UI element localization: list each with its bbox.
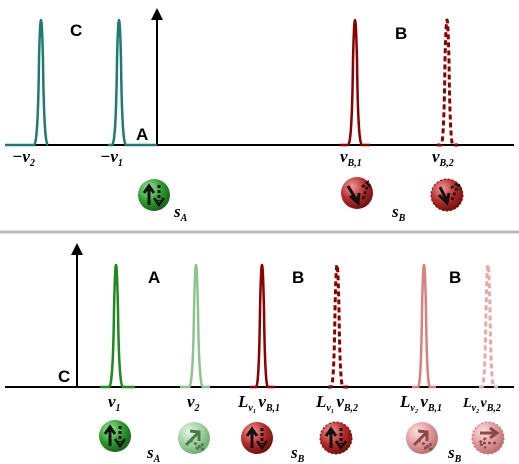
bottom-label-c: C [58,367,70,386]
bottom-label-a: A [148,268,160,287]
bottom-label-b1: B [292,268,304,287]
spin-sphere-l2-b1 [406,422,438,454]
peak-l2-nu-b1 [412,263,436,389]
peak-nu2 [180,263,210,389]
bottom-spin-label-a: sA [146,443,161,464]
tick-nu-b2: νB,2 [432,147,454,169]
peak-minus-nu1 [108,18,157,147]
spin-sphere-l1-b2 [319,421,353,455]
spin-sphere-b1 [341,177,373,209]
tick-nu2: ν2 [187,392,200,414]
peak-l1-nu-b1 [250,263,275,389]
tick-l1-nu-b2: Lν₁ νB,2 [315,392,358,414]
spin-sphere-l2-b2 [471,421,505,455]
spin-sphere-b2 [430,178,464,212]
bottom-spin-label-b1: sB [290,443,305,464]
bottom-spin-label-b2: sB [447,443,462,464]
tick-l1-nu-b1: Lν₁ νB,1 [237,392,280,414]
top-label-b: B [395,24,407,43]
bottom-panel: C A B B ν1 ν2 Lν₁ νB,1 Lν₁ νB,2 Lν₂ νB,1 Lν… [5,243,514,464]
bottom-label-b2: B [449,268,461,287]
peak-l2-nu-b2 [479,263,498,389]
tick-l2-nu-b1: Lν₂ νB,1 [399,392,442,414]
peak-nu-b2 [437,18,458,147]
top-label-c: C [70,21,82,40]
spin-sphere-a-nu2 [178,422,210,454]
peak-l1-nu-b2 [328,263,348,389]
tick-minus-nu1: −ν1 [100,147,123,169]
tick-l2-nu-b2: Lν₂νB,2 [462,396,501,414]
tick-minus-nu2: −ν2 [12,147,35,169]
tick-nu-b1: νB,1 [340,147,362,169]
peak-minus-nu2 [5,18,50,147]
top-label-a: A [136,125,148,144]
top-spin-label-b: sB [391,202,406,224]
tick-nu1: ν1 [108,392,121,414]
peak-nu1 [100,263,135,389]
spin-sphere-l1-b1 [241,422,273,454]
spin-sphere-a-nu1 [99,420,131,452]
peak-nu-b1 [340,18,370,147]
spin-sphere-a [138,179,170,211]
top-panel: C A B −ν2 −ν1 νB,1 νB,2 sA sB [5,8,514,224]
top-spin-label-a: sA [173,202,188,224]
